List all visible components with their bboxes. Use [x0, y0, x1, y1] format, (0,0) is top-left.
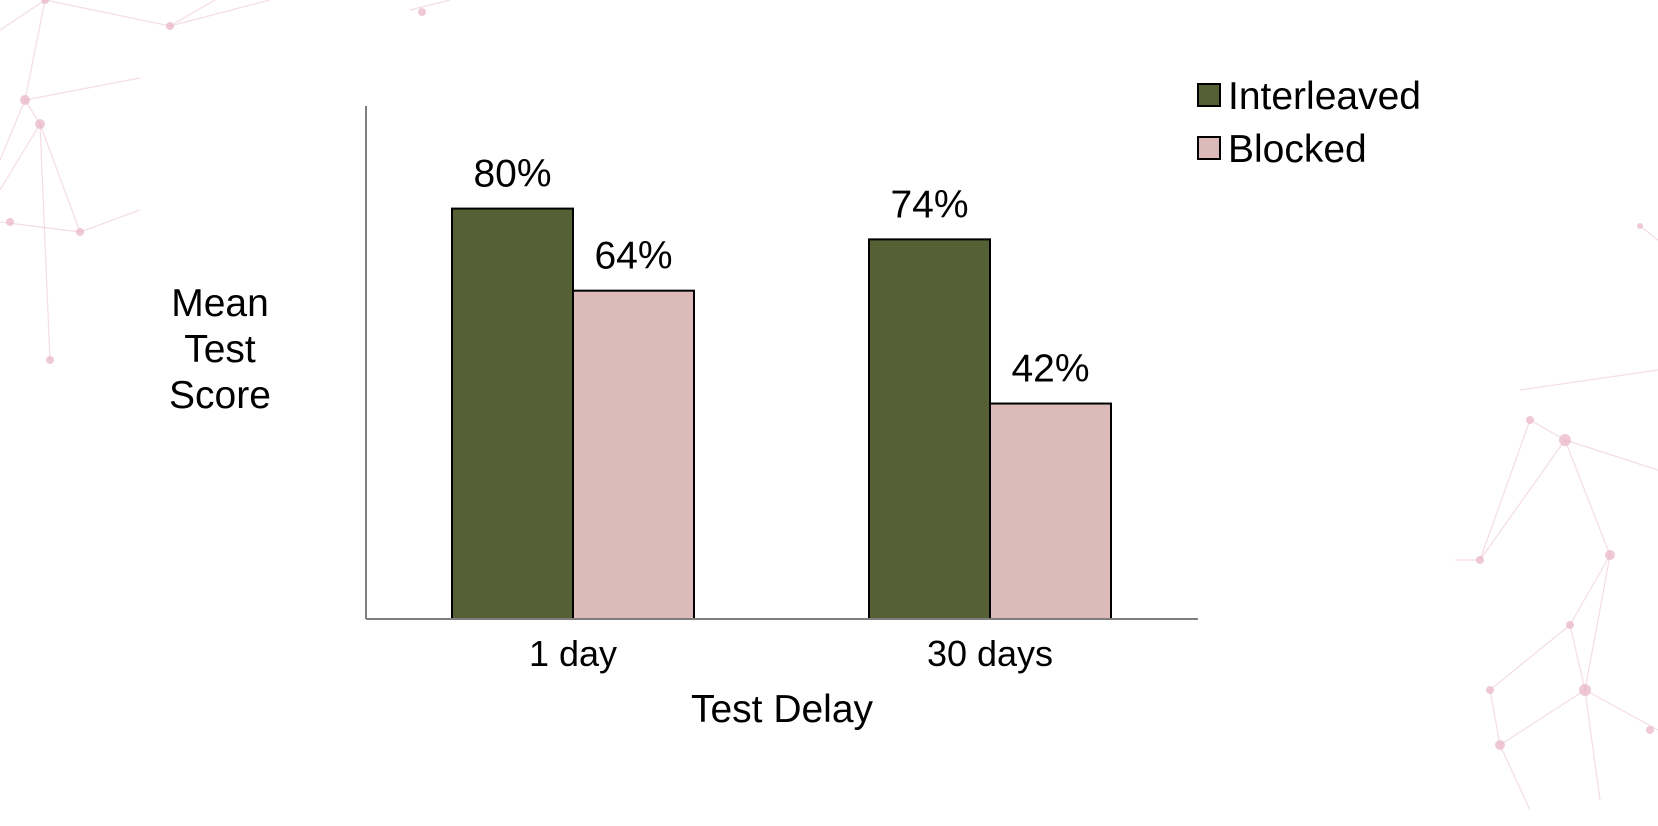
decor-node — [1637, 223, 1643, 229]
bar-blocked-30-days — [989, 402, 1112, 621]
decor-node — [1646, 726, 1654, 734]
decor-line — [169, 0, 271, 27]
bar-interleaved-1-day — [451, 207, 574, 620]
decor-line — [1479, 439, 1566, 561]
decor-line — [1499, 744, 1531, 811]
decor-line — [1564, 439, 1611, 556]
decor-line — [1584, 689, 1658, 731]
decor-node — [166, 22, 174, 30]
decor-line — [1489, 689, 1501, 746]
data-label: 80% — [473, 153, 551, 196]
decor-line — [79, 209, 141, 233]
x-axis-title: Test Delay — [691, 688, 874, 731]
decor-line — [1569, 554, 1611, 626]
decor-node — [1605, 550, 1615, 560]
decor-line — [24, 77, 141, 101]
decor-line — [1584, 689, 1601, 801]
decor-node — [1476, 556, 1484, 564]
decor-line — [0, 99, 26, 161]
decor-line — [1479, 419, 1531, 561]
decor-node — [1526, 416, 1534, 424]
bar-interleaved-30-days — [868, 238, 991, 620]
decor-node — [1579, 684, 1591, 696]
decor-node — [20, 95, 30, 105]
decor-line — [0, 123, 41, 191]
decor-line — [1584, 554, 1611, 691]
bar-blocked-1-day — [572, 289, 695, 620]
decor-line — [409, 0, 451, 11]
decor-line — [0, 0, 46, 31]
decor-line — [1499, 689, 1586, 746]
decor-line — [1529, 419, 1566, 441]
data-label: 74% — [890, 183, 968, 226]
decor-node — [35, 119, 45, 129]
legend-label-interleaved: Interleaved — [1228, 75, 1421, 118]
decor-node — [6, 218, 14, 226]
decor-node — [41, 0, 49, 4]
legend-swatch-blocked — [1197, 136, 1221, 160]
decor-line — [1519, 369, 1658, 391]
legend-label-blocked: Blocked — [1228, 128, 1367, 171]
decor-node — [1495, 740, 1505, 750]
x-tick-label: 1 day — [529, 633, 617, 674]
decor-line — [24, 0, 46, 101]
decor-line — [44, 0, 171, 27]
decor-node — [46, 356, 54, 364]
data-label: 64% — [594, 235, 672, 278]
y-axis-title: Mean Test Score — [169, 282, 271, 417]
legend-swatch-interleaved — [1197, 83, 1221, 107]
decor-node — [76, 228, 84, 236]
data-label: 42% — [1011, 348, 1089, 391]
decor-line — [1489, 624, 1571, 691]
decor-line — [1639, 225, 1658, 241]
decor-line — [1569, 624, 1586, 691]
x-tick-label: 30 days — [927, 633, 1053, 674]
decor-line — [39, 123, 81, 233]
decor-node — [1486, 686, 1494, 694]
decor-line — [39, 123, 51, 361]
decor-node — [418, 8, 426, 16]
decor-node — [1566, 621, 1574, 629]
decor-line — [169, 0, 216, 27]
decor-line — [1564, 439, 1658, 471]
decor-node — [1559, 434, 1571, 446]
